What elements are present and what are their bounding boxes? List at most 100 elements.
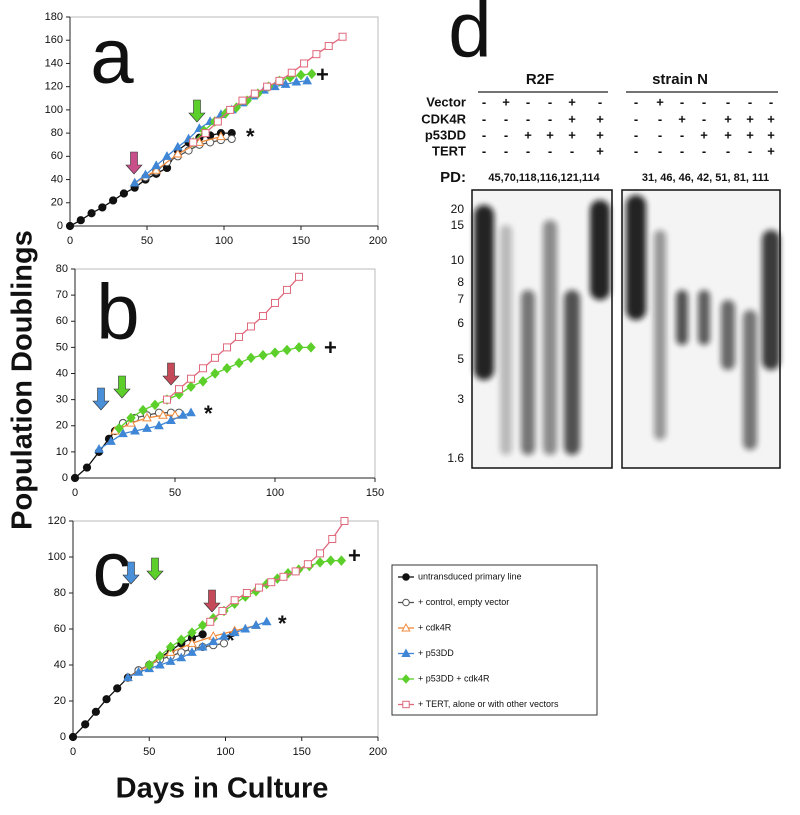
point bbox=[250, 89, 259, 98]
x-tick-label: 200 bbox=[369, 746, 387, 758]
point bbox=[240, 623, 251, 633]
panel-letter: d bbox=[448, 0, 491, 74]
point bbox=[229, 627, 240, 637]
point bbox=[275, 76, 284, 85]
point bbox=[91, 707, 100, 716]
point bbox=[81, 720, 90, 729]
y-tick-label: 40 bbox=[51, 173, 63, 185]
lane-symbol: - bbox=[680, 127, 684, 142]
point bbox=[178, 410, 188, 419]
x-tick-label: 100 bbox=[266, 487, 284, 499]
lane-symbol: - bbox=[504, 111, 508, 126]
y-tick-label: 20 bbox=[51, 197, 63, 209]
arrow bbox=[125, 151, 143, 175]
point bbox=[234, 357, 244, 369]
legend-box bbox=[391, 564, 598, 716]
point bbox=[65, 221, 75, 231]
point bbox=[187, 374, 195, 383]
point bbox=[300, 59, 309, 68]
y-tick-label: 10 bbox=[56, 446, 68, 458]
y-tick-label: 50 bbox=[56, 341, 68, 353]
blot-box bbox=[471, 189, 613, 469]
point bbox=[154, 420, 164, 430]
lane-symbol: - bbox=[726, 143, 730, 158]
point bbox=[98, 203, 107, 212]
lane-symbol: - bbox=[548, 143, 552, 158]
lane-symbol: - bbox=[504, 143, 508, 158]
size-marker: 15 bbox=[451, 218, 465, 232]
lane-symbol: + bbox=[767, 111, 775, 126]
y-tick-label: 60 bbox=[54, 623, 66, 635]
point bbox=[109, 196, 118, 205]
panel-letter: a bbox=[90, 12, 134, 100]
y-tick-label: 0 bbox=[60, 731, 66, 743]
series-line bbox=[166, 276, 300, 401]
lane-symbol: - bbox=[548, 94, 552, 109]
lane-symbol: - bbox=[702, 111, 706, 126]
point bbox=[312, 50, 321, 59]
point bbox=[328, 535, 337, 543]
point bbox=[198, 376, 208, 387]
point bbox=[213, 117, 222, 126]
lane-symbol: - bbox=[748, 94, 752, 109]
size-marker: 1.6 bbox=[447, 451, 464, 465]
row-label: Vector bbox=[426, 94, 466, 109]
y-axis-title: Population Doublings bbox=[7, 230, 39, 530]
point bbox=[306, 342, 316, 353]
point bbox=[287, 68, 296, 77]
point bbox=[269, 81, 280, 91]
point bbox=[340, 517, 349, 525]
smear bbox=[521, 290, 535, 455]
point bbox=[271, 298, 279, 307]
legend-label: untransduced primary line bbox=[418, 571, 522, 581]
point bbox=[197, 620, 208, 631]
point bbox=[235, 332, 243, 341]
point bbox=[155, 650, 165, 662]
point bbox=[230, 596, 239, 605]
size-marker: 20 bbox=[451, 202, 465, 216]
legend-label: + p53DD bbox=[418, 648, 454, 658]
legend-marker bbox=[402, 598, 410, 607]
lane-symbol: - bbox=[658, 127, 662, 142]
y-tick-label: 80 bbox=[54, 587, 66, 599]
point bbox=[186, 381, 196, 392]
smear bbox=[721, 300, 735, 370]
x-tick-label: 50 bbox=[141, 235, 153, 247]
x-tick-label: 0 bbox=[67, 235, 73, 247]
point bbox=[165, 641, 176, 653]
y-tick-label: 120 bbox=[45, 81, 63, 93]
smear bbox=[762, 230, 780, 370]
smear bbox=[676, 290, 688, 345]
smear bbox=[743, 310, 757, 450]
size-marker: 7 bbox=[457, 292, 464, 306]
pd-label: PD: bbox=[440, 169, 466, 186]
point bbox=[123, 672, 133, 682]
smear bbox=[543, 220, 557, 455]
legend-marker bbox=[401, 622, 411, 632]
y-tick-label: 100 bbox=[48, 551, 66, 563]
point bbox=[218, 607, 227, 615]
x-tick-label: 200 bbox=[369, 235, 387, 247]
y-tick-label: 80 bbox=[51, 127, 63, 139]
point bbox=[155, 659, 165, 669]
point bbox=[295, 272, 303, 281]
lane-symbol: + bbox=[502, 94, 510, 109]
point bbox=[142, 412, 152, 422]
annotation: + bbox=[324, 335, 337, 360]
lane-symbol: - bbox=[726, 94, 730, 109]
lane-symbol: - bbox=[634, 127, 638, 142]
row-label: TERT bbox=[432, 143, 466, 158]
lane-symbol: - bbox=[748, 143, 752, 158]
point bbox=[162, 151, 172, 160]
arrow bbox=[122, 561, 140, 585]
point bbox=[187, 638, 197, 647]
x-tick-label: 150 bbox=[292, 235, 310, 247]
x-tick-label: 100 bbox=[216, 746, 234, 758]
point bbox=[102, 695, 111, 704]
point bbox=[175, 385, 183, 394]
lane-symbol: + bbox=[568, 111, 576, 126]
lane-symbol: - bbox=[482, 127, 486, 142]
row-label: CDK4R bbox=[421, 111, 466, 126]
point bbox=[172, 141, 183, 151]
